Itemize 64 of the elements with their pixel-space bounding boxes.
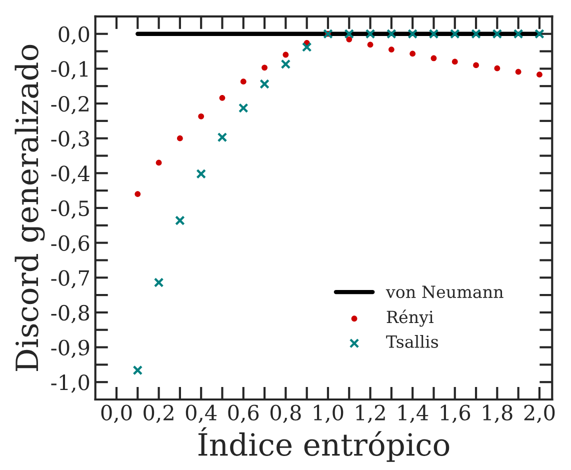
point	[346, 36, 352, 42]
point	[198, 113, 204, 120]
point	[494, 65, 500, 72]
y-tick-label: -0,9	[51, 340, 90, 358]
point	[430, 55, 437, 62]
point	[175, 216, 185, 226]
point	[471, 28, 481, 39]
point	[388, 46, 394, 52]
point	[492, 28, 502, 39]
x-tick-label: 1,6	[440, 404, 470, 424]
point	[156, 160, 162, 166]
point	[154, 278, 164, 288]
point	[177, 135, 183, 142]
point	[134, 191, 141, 197]
x-tick-label: 0,2	[144, 404, 174, 424]
x-tick-label: 1,8	[483, 404, 512, 424]
y-tick-label: -0,4	[51, 166, 90, 184]
point	[536, 72, 542, 78]
point	[428, 28, 439, 39]
point	[534, 28, 544, 39]
y-axis-title: Discord generalizado	[14, 44, 45, 371]
x-tick-label: 0,0	[101, 404, 132, 424]
x-tick-label: 1,0	[314, 404, 344, 424]
x-tick-label: 2,0	[524, 404, 555, 424]
point	[452, 58, 458, 65]
point	[302, 42, 312, 52]
legend-label: Tsallis	[386, 335, 438, 348]
point	[450, 28, 460, 39]
point	[365, 28, 376, 39]
point	[386, 28, 396, 39]
point	[132, 365, 143, 376]
y-tick-label: -0,5	[51, 200, 89, 219]
x-tick-label: 1,2	[356, 404, 385, 424]
point	[367, 42, 374, 48]
point	[196, 168, 206, 179]
point	[473, 62, 479, 68]
point	[238, 103, 248, 113]
point	[262, 64, 268, 71]
legend-label: von Neumann	[386, 286, 504, 298]
point	[410, 50, 416, 57]
point	[260, 79, 270, 89]
point	[282, 52, 289, 58]
x-tick-label: 0,4	[186, 404, 217, 424]
point	[217, 132, 228, 142]
y-tick-label: -0,6	[51, 235, 90, 254]
y-tick-label: -0,8	[51, 304, 90, 324]
x-tick-label: 0,6	[228, 404, 259, 424]
point	[280, 59, 291, 70]
y-tick-label: -1,0	[51, 374, 90, 393]
x-axis-title: Índice entrópico	[198, 427, 450, 462]
point	[408, 28, 418, 39]
point	[344, 28, 354, 39]
legend-label: Rényi	[386, 310, 434, 327]
x-tick-label: 0,8	[270, 404, 301, 424]
point	[513, 28, 524, 39]
point	[240, 78, 246, 85]
y-tick-label: -0,2	[51, 96, 88, 114]
y-tick-label: -0,7	[51, 270, 89, 288]
point	[515, 68, 522, 75]
x-tick-label: 1,4	[398, 404, 428, 424]
y-tick-label: 0,0	[58, 26, 90, 45]
y-tick-label: -0,1	[51, 61, 88, 80]
point	[219, 94, 226, 101]
y-tick-label: -0,3	[51, 130, 89, 150]
